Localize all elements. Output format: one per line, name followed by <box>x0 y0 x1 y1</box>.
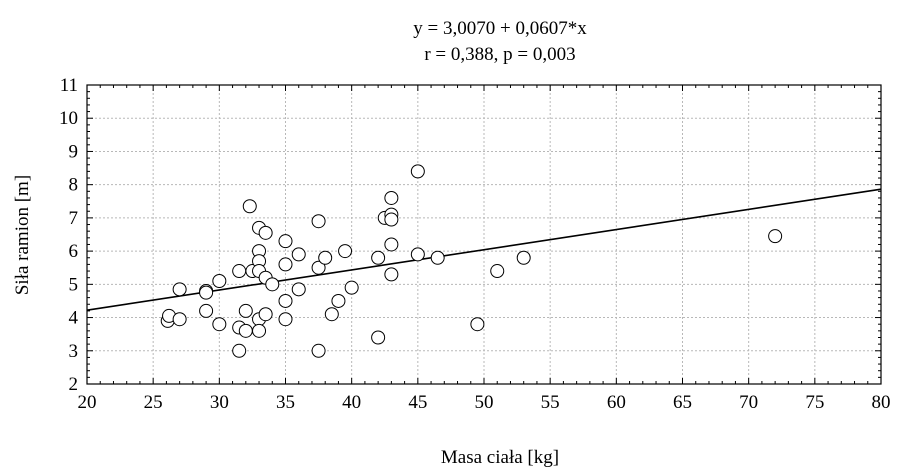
y-tick-label: 10 <box>59 108 78 129</box>
plot-frame <box>86 84 882 385</box>
data-point <box>430 250 445 265</box>
x-tick-label: 30 <box>210 392 229 413</box>
data-point <box>278 293 293 308</box>
data-point <box>338 244 353 259</box>
y-tick-label: 9 <box>69 141 79 162</box>
data-point <box>291 282 306 297</box>
data-point <box>232 343 247 358</box>
chart-title: y = 3,0070 + 0,0607*x <box>413 18 587 39</box>
x-tick-label: 25 <box>144 392 163 413</box>
data-point <box>324 307 339 322</box>
data-point <box>291 247 306 262</box>
x-tick-label: 65 <box>673 392 692 413</box>
data-point <box>252 323 267 338</box>
y-tick-labels: 2 3 4 5 6 7 8 9 10 11 <box>59 75 79 395</box>
y-tick-label: 6 <box>69 241 79 262</box>
x-axis-label: Masa ciała [kg] <box>441 447 559 468</box>
x-tick-label: 40 <box>342 392 361 413</box>
data-point <box>384 237 399 252</box>
x-tick-label: 55 <box>541 392 560 413</box>
data-point <box>371 330 386 345</box>
y-tick-label: 8 <box>69 175 79 196</box>
data-point <box>232 264 247 279</box>
x-tick-labels: 20 25 30 35 40 45 50 55 60 65 70 75 80 <box>78 392 891 413</box>
x-tick-label: 50 <box>475 392 494 413</box>
data-point <box>516 250 531 265</box>
data-point <box>470 317 485 332</box>
y-tick-label: 2 <box>69 374 79 395</box>
x-tick-label: 45 <box>408 392 427 413</box>
data-point <box>311 214 326 229</box>
data-point <box>344 280 359 295</box>
grid-lines <box>87 85 881 384</box>
data-point <box>278 234 293 249</box>
x-tick-label: 75 <box>805 392 824 413</box>
y-tick-label: 5 <box>69 274 79 295</box>
data-point <box>199 303 214 318</box>
data-point <box>258 225 273 240</box>
data-point <box>212 274 227 289</box>
data-point <box>311 343 326 358</box>
x-tick-label: 80 <box>872 392 891 413</box>
data-point <box>172 282 187 297</box>
regression-line <box>86 188 882 312</box>
data-point <box>238 323 253 338</box>
data-point <box>490 264 505 279</box>
data-point <box>318 250 333 265</box>
y-tick-label: 11 <box>60 75 78 96</box>
data-point <box>384 190 399 205</box>
data-point <box>371 250 386 265</box>
data-point <box>212 317 227 332</box>
y-axis-label: Siła ramion [m] <box>12 175 33 295</box>
chart-subtitle: r = 0,388, p = 0,003 <box>424 44 575 65</box>
data-point <box>278 257 293 272</box>
data-point <box>768 229 783 244</box>
y-tick-label: 4 <box>69 308 79 329</box>
x-tick-label: 35 <box>276 392 295 413</box>
y-tick-label: 7 <box>69 208 79 229</box>
data-point <box>265 277 280 292</box>
data-point <box>238 303 253 318</box>
data-point <box>278 312 293 327</box>
y-tick-label: 3 <box>69 341 79 362</box>
data-point <box>242 199 257 214</box>
x-tick-label: 70 <box>739 392 758 413</box>
data-points <box>160 164 783 358</box>
data-point <box>384 267 399 282</box>
data-point <box>331 293 346 308</box>
x-tick-label: 20 <box>78 392 97 413</box>
x-tick-label: 60 <box>607 392 626 413</box>
data-point <box>199 285 214 300</box>
data-point <box>384 212 399 227</box>
data-point <box>410 164 425 179</box>
data-point <box>410 247 425 262</box>
data-point <box>258 307 273 322</box>
data-point <box>311 260 326 275</box>
data-point <box>172 312 187 327</box>
